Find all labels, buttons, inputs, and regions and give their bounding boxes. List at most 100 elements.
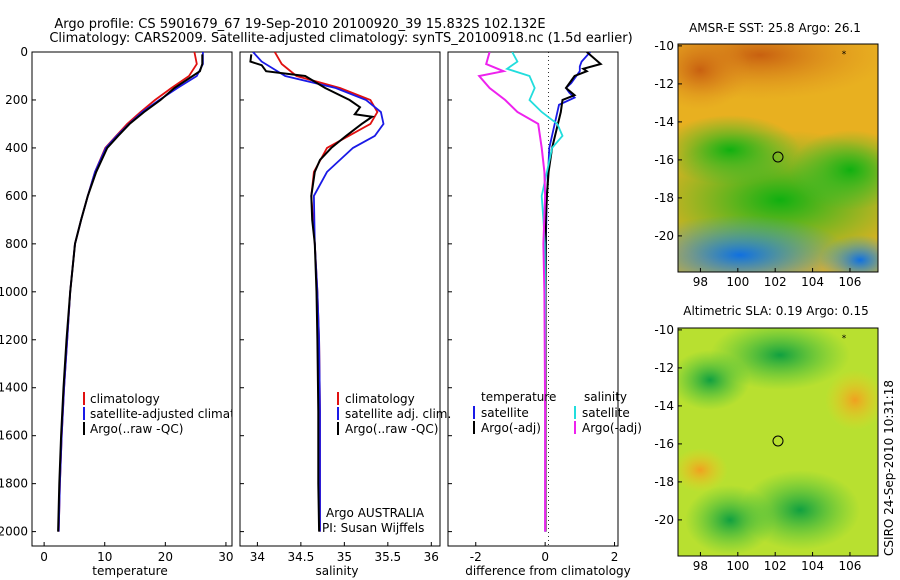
x-tick-label: 35.5: [374, 550, 401, 564]
depth-tick-label: 600: [5, 189, 28, 203]
map-y-tick-label: -10: [654, 323, 674, 337]
sst-map: [678, 44, 878, 272]
map-y-tick-label: -12: [654, 77, 674, 91]
legend-label-sal-satellite: satellite: [582, 406, 630, 420]
legend-head-salinity: salinity: [584, 390, 627, 404]
map-y-tick-label: -18: [654, 191, 674, 205]
series-line-argo-raw-qc-: [57, 54, 204, 532]
temperature-xlabel: temperature: [92, 564, 167, 578]
x-tick-label: 34.5: [288, 550, 315, 564]
legend-label-temp-argo: Argo(-adj): [481, 421, 541, 435]
x-tick-label: 36: [424, 550, 439, 564]
x-tick-label: 0: [40, 550, 48, 564]
legend-label-satellite: satellite-adjusted climatology: [90, 407, 268, 421]
temperature-series: [57, 52, 204, 532]
difference-series: [477, 52, 603, 532]
depth-axis-ticks: 0 200 400 600 800 1000 1200 1400 1600 1800 2000: [0, 45, 452, 539]
depth-tick-label: 200: [5, 93, 28, 107]
map-x-tick-label: 98: [693, 559, 708, 573]
salinity-legend: climatology satellite adj. clim. Argo(..…: [337, 392, 451, 436]
x-tick-label: 20: [158, 550, 173, 564]
map-y-tick-label: -16: [654, 437, 674, 451]
salinity-note-float: Argo AUSTRALIA: [326, 506, 425, 520]
map-x-tick-label: 104: [801, 275, 824, 289]
legend-head-temperature: temperature: [481, 390, 556, 404]
sla-map-ticks: 98 100 102 104 106 -10 -12 -14 -16 -18 -20: [654, 323, 861, 573]
x-tick-label: 35: [337, 550, 352, 564]
sla-map: [678, 328, 878, 556]
salinity-note-pi: PI: Susan Wijffels: [322, 521, 424, 535]
difference-panel-frame: [447, 51, 619, 547]
x-tick-label: 10: [97, 550, 112, 564]
series-line-salinity-argo-adj-: [477, 52, 547, 532]
depth-tick-label: 2000: [0, 525, 28, 539]
depth-tick-label: 1600: [0, 429, 28, 443]
map-y-tick-label: -14: [654, 399, 674, 413]
difference-legend: temperature salinity satellite Argo(-adj…: [473, 390, 642, 435]
depth-tick-label: 400: [5, 141, 28, 155]
x-tick-label: 2: [611, 550, 619, 564]
depth-tick-label: 1200: [0, 333, 28, 347]
difference-xlabel: difference from climatology: [465, 564, 631, 578]
map-y-tick-label: -16: [654, 153, 674, 167]
sst-warm-patch: [678, 44, 750, 110]
series-line-argo-raw-qc-: [249, 54, 375, 532]
legend-label-climatology: climatology: [90, 392, 160, 406]
figure-title-line1: Argo profile: CS 5901679_67 19-Sep-2010 …: [54, 17, 545, 32]
map-y-tick-label: -20: [654, 513, 674, 527]
x-tick-label: 34: [250, 550, 265, 564]
temperature-panel-frame: [31, 51, 233, 547]
map-y-tick-label: -12: [654, 361, 674, 375]
legend-label-argo: Argo(..raw -QC): [90, 422, 183, 436]
sst-cool-patch: [678, 215, 850, 272]
depth-tick-label: 1400: [0, 381, 28, 395]
sst-float-marker: [772, 151, 784, 163]
x-tick-label: 30: [218, 550, 233, 564]
sst-map-frame: [677, 43, 879, 273]
salinity-xlabel: salinity: [315, 564, 358, 578]
sst-cool-patch: [820, 235, 878, 272]
map-x-tick-label: 102: [764, 275, 787, 289]
depth-tick-label: 1000: [0, 285, 28, 299]
map-y-tick-label: -20: [654, 229, 674, 243]
sla-low-patch: [825, 370, 878, 430]
sst-map-ticks: 98 100 102 104 106 -10 -12 -14 -16 -18 -20: [654, 39, 861, 289]
map-x-tick-label: 98: [693, 275, 708, 289]
salinity-panel-frame: [239, 51, 441, 547]
map-y-tick-label: -14: [654, 115, 674, 129]
sla-map-frame: [677, 327, 879, 557]
map-x-tick-label: 106: [839, 559, 862, 573]
credit-stamp: CSIRO 24-Sep-2010 10:31:18: [882, 380, 896, 556]
map-x-tick-label: 100: [726, 559, 749, 573]
map-x-tick-label: 106: [839, 275, 862, 289]
map-x-tick-label: 102: [764, 559, 787, 573]
series-line-temperature-satellite: [544, 52, 591, 532]
x-tick-label: -2: [470, 550, 482, 564]
sst-map-title: AMSR-E SST: 25.8 Argo: 26.1: [689, 21, 861, 35]
sst-green-patch: [790, 130, 878, 210]
sla-marker-star: *: [842, 334, 847, 344]
map-y-tick-label: -10: [654, 39, 674, 53]
figure-title-line2: Climatology: CARS2009. Satellite-adjuste…: [49, 31, 632, 46]
sla-map-title: Altimetric SLA: 0.19 Argo: 0.15: [683, 304, 868, 318]
legend-label-climatology: climatology: [345, 392, 415, 406]
map-y-tick-label: -18: [654, 475, 674, 489]
sla-float-marker: [772, 435, 784, 447]
temperature-legend: climatology satellite-adjusted climatolo…: [83, 392, 268, 436]
legend-label-sal-argo: Argo(-adj): [582, 421, 642, 435]
sla-high-patch: [678, 350, 750, 410]
legend-label-temp-satellite: satellite: [481, 406, 529, 420]
x-axis-ticks: 0 10 20 30 34 34.5 35 35.5 36 -2 0 2: [40, 542, 618, 564]
depth-tick-label: 0: [20, 45, 28, 59]
sla-low-patch: [678, 448, 728, 492]
legend-label-satellite: satellite adj. clim.: [345, 407, 451, 421]
map-x-tick-label: 104: [801, 559, 824, 573]
sst-green-patch: [678, 115, 800, 185]
depth-tick-label: 1800: [0, 477, 28, 491]
legend-label-argo: Argo(..raw -QC): [345, 422, 438, 436]
sst-marker-star: *: [842, 50, 847, 60]
map-x-tick-label: 100: [726, 275, 749, 289]
depth-tick-label: 800: [5, 237, 28, 251]
salinity-series: [249, 52, 385, 532]
